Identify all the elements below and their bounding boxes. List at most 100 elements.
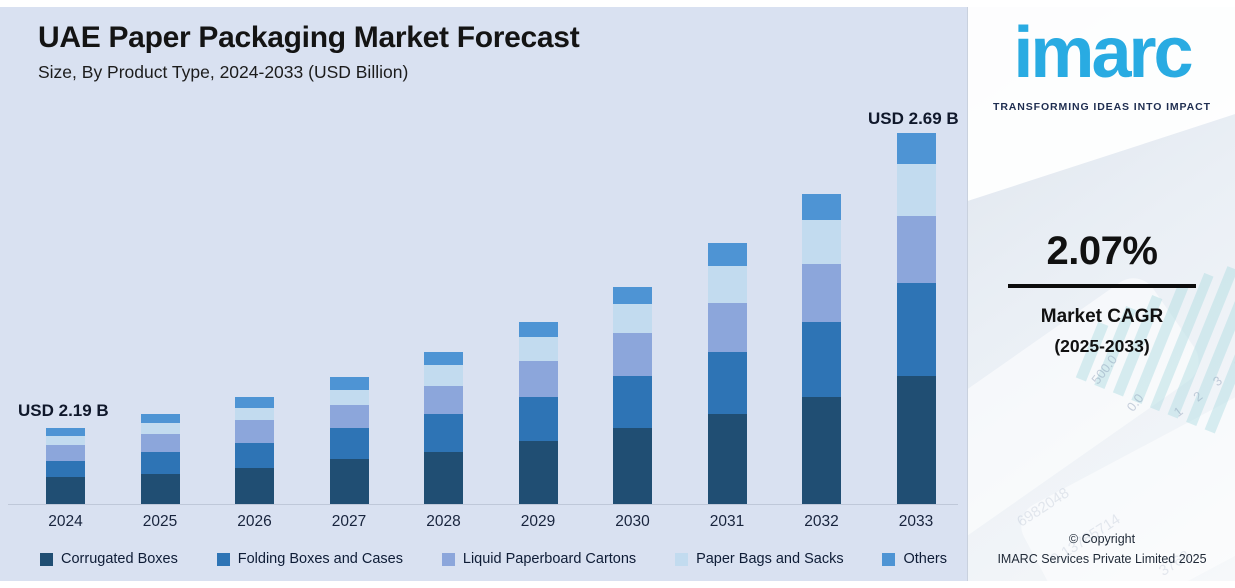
page-title: UAE Paper Packaging Market Forecast [38, 21, 580, 54]
legend-swatch-folding-boxes-and-cases [216, 552, 230, 566]
segment-corrugated-boxes-2030 [613, 428, 652, 504]
segment-paper-bags-and-sacks-2027 [329, 390, 369, 405]
legend-item-corrugated-boxes: Corrugated Boxes [40, 551, 178, 567]
page-subtitle: Size, By Product Type, 2024-2033 (USD Bi… [38, 62, 409, 82]
legend-swatch-others [882, 552, 896, 566]
x-axis-label-2027: 2027 [331, 513, 367, 530]
segment-folding-boxes-and-cases-2030 [613, 376, 652, 428]
segment-corrugated-boxes-2031 [707, 414, 747, 504]
segment-others-2024 [46, 428, 85, 436]
segment-liquid-paperboard-cartons-2032 [802, 264, 841, 322]
segment-folding-boxes-and-cases-2024 [46, 461, 85, 477]
segment-folding-boxes-and-cases-2029 [518, 397, 558, 441]
copyright: © Copyright IMARC Services Private Limit… [968, 529, 1235, 569]
segment-corrugated-boxes-2025 [140, 474, 180, 504]
bar-2026 [235, 397, 274, 504]
cagr-period: (2025-2033) [1054, 336, 1150, 356]
cagr-block: 2.07% Market CAGR (2025-2033) [968, 229, 1235, 357]
segment-paper-bags-and-sacks-2033 [896, 164, 936, 216]
bar-2029 [518, 322, 558, 504]
segment-corrugated-boxes-2026 [235, 468, 274, 504]
segment-liquid-paperboard-cartons-2030 [613, 333, 652, 376]
legend-item-liquid-paperboard-cartons: Liquid Paperboard Cartons [441, 551, 637, 567]
imarc-wordmark: imarc [1013, 13, 1193, 93]
segment-liquid-paperboard-cartons-2031 [707, 303, 747, 352]
bar-2030 [613, 287, 652, 504]
bar-2031 [707, 243, 747, 504]
bar-2025 [140, 414, 180, 504]
segment-folding-boxes-and-cases-2032 [802, 322, 841, 397]
x-axis-label-2026: 2026 [237, 513, 272, 530]
segment-folding-boxes-and-cases-2026 [235, 443, 274, 468]
legend-item-folding-boxes-and-cases: Folding Boxes and Cases [216, 551, 403, 567]
segment-folding-boxes-and-cases-2028 [424, 414, 463, 452]
segment-paper-bags-and-sacks-2026 [235, 408, 274, 420]
segment-paper-bags-and-sacks-2031 [707, 266, 747, 303]
segment-others-2032 [802, 194, 841, 220]
bar-2024 [46, 428, 85, 504]
x-axis-line [8, 504, 958, 505]
title-block: UAE Paper Packaging Market Forecast Size… [38, 21, 580, 83]
segment-folding-boxes-and-cases-2033 [896, 283, 936, 376]
segment-liquid-paperboard-cartons-2028 [424, 386, 463, 414]
segment-others-2028 [424, 352, 463, 365]
legend-label: Paper Bags and Sacks [696, 551, 844, 567]
cagr-value: 2.07% [1046, 229, 1158, 273]
legend: Corrugated Boxes Folding Boxes and Cases L… [40, 551, 947, 567]
segment-others-2033 [896, 133, 936, 164]
copyright-line1: © Copyright [1068, 532, 1136, 546]
legend-item-others: Others [882, 551, 947, 567]
segment-others-2026 [235, 397, 274, 408]
chart-panel: 2024 2025 2026 2027 2028 2029 2030 2031 2032 2033… [0, 7, 967, 581]
value-annotation-2024: USD 2.19 B [18, 401, 109, 420]
legend-label: Folding Boxes and Cases [237, 551, 403, 567]
x-axis-label-2030: 2030 [615, 513, 650, 530]
segment-others-2031 [707, 243, 747, 266]
x-axis-label-2028: 2028 [426, 513, 461, 530]
segment-folding-boxes-and-cases-2025 [140, 452, 180, 474]
legend-label: Corrugated Boxes [61, 551, 178, 567]
segment-paper-bags-and-sacks-2024 [46, 436, 85, 445]
segment-paper-bags-and-sacks-2032 [802, 220, 841, 264]
segment-paper-bags-and-sacks-2030 [613, 304, 652, 333]
x-axis-label-2029: 2029 [520, 513, 556, 530]
x-axis-label-2025: 2025 [142, 513, 178, 530]
bar-2028 [424, 352, 463, 504]
imarc-tagline: TRANSFORMING IDEAS INTO IMPACT [993, 101, 1211, 113]
segment-corrugated-boxes-2033 [896, 376, 936, 504]
legend-item-paper-bags-and-sacks: Paper Bags and Sacks [675, 551, 844, 567]
segment-corrugated-boxes-2028 [424, 452, 463, 504]
cagr-divider [1008, 284, 1196, 288]
imarc-logo: imarc TRANSFORMING IDEAS INTO IMPACT [968, 7, 1235, 145]
legend-swatch-corrugated-boxes [40, 552, 53, 566]
legend-swatch-paper-bags-and-sacks [675, 552, 689, 566]
bar-2032 [802, 194, 841, 504]
x-axis-label-2032: 2032 [804, 513, 839, 530]
sidebar: 500.0 0.0 1 2 3 4 6982048 0.13785714 376… [967, 7, 1235, 581]
legend-label: Liquid Paperboard Cartons [462, 551, 637, 567]
segment-folding-boxes-and-cases-2031 [707, 352, 747, 414]
segment-corrugated-boxes-2027 [329, 459, 369, 504]
segment-others-2029 [518, 322, 558, 337]
segment-folding-boxes-and-cases-2027 [329, 428, 369, 459]
bar-2027 [329, 377, 369, 504]
copyright-line2: IMARC Services Private Limited 2025 [997, 552, 1207, 566]
bar-2033 [896, 133, 936, 504]
segment-paper-bags-and-sacks-2028 [424, 365, 463, 386]
value-annotation-2033: USD 2.69 B [868, 109, 959, 128]
legend-swatch-liquid-paperboard-cartons [441, 552, 455, 566]
segment-liquid-paperboard-cartons-2027 [329, 405, 369, 428]
x-axis-label-2033: 2033 [898, 513, 934, 530]
segment-others-2027 [329, 377, 369, 390]
segment-paper-bags-and-sacks-2029 [518, 337, 558, 361]
segment-others-2030 [613, 287, 652, 304]
x-axis-label-2031: 2031 [709, 513, 745, 530]
segment-liquid-paperboard-cartons-2033 [896, 216, 936, 283]
plot-area: 2024 2025 2026 2027 2028 2029 2030 2031 2032 2033 [0, 7, 967, 581]
segment-others-2025 [140, 414, 180, 423]
segment-corrugated-boxes-2024 [46, 477, 85, 504]
segment-corrugated-boxes-2029 [518, 441, 558, 504]
legend-label: Others [903, 551, 947, 567]
segment-liquid-paperboard-cartons-2029 [518, 361, 558, 397]
segment-liquid-paperboard-cartons-2024 [46, 445, 85, 461]
